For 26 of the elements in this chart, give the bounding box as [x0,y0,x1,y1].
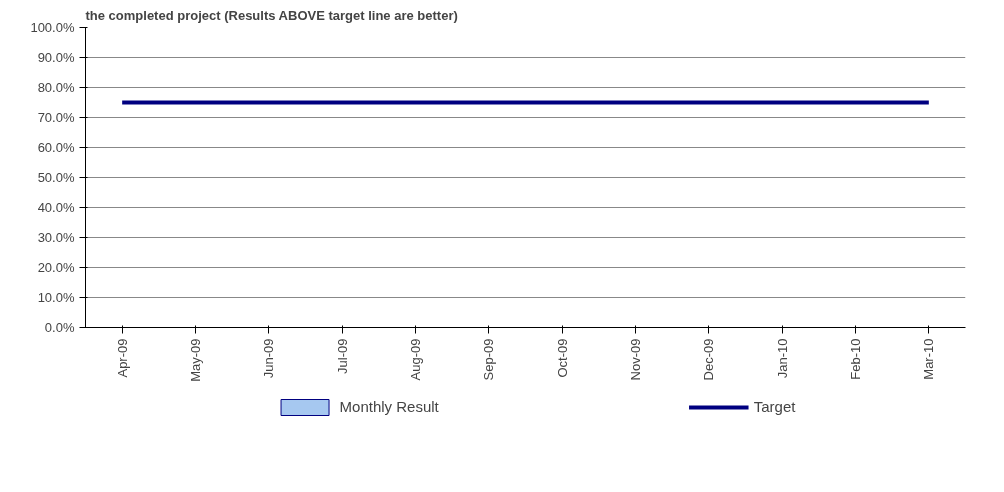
x-tick-label: Jun-09 [261,338,277,379]
x-tick-label: Nov-09 [628,338,643,381]
y-tick-label: 90.0% [37,50,75,65]
x-tick-label: Feb-10 [848,338,863,380]
x-tick-label: Dec-09 [701,338,717,381]
y-tick-label: 20.0% [37,260,75,275]
y-tick-label: 60.0% [37,140,75,155]
chart-title: the completed project (Results ABOVE target line are better) [85,7,458,23]
x-tick-label: Sep-09 [481,338,497,381]
legend-label: Target [753,398,796,415]
y-tick-label: 0.0% [44,320,75,335]
x-tick-label: Apr-09 [114,338,130,378]
y-tick-label: 30.0% [37,230,75,245]
x-tick-label: Mar-10 [921,338,937,380]
y-tick-label: 100.0% [30,20,75,35]
x-tick-label: May-09 [188,338,203,382]
y-tick-label: 70.0% [37,110,75,125]
y-tick-label: 10.0% [37,290,75,305]
x-tick-label: Jan-10 [774,338,790,379]
y-tick-label: 80.0% [37,80,75,95]
legend-label: Monthly Result [339,398,439,415]
y-tick-label: 40.0% [37,200,75,215]
x-tick-label: Aug-09 [408,338,423,381]
x-tick-label: Jul-09 [334,338,350,374]
x-tick-label: Oct-09 [554,338,570,378]
y-tick-label: 50.0% [37,170,75,185]
